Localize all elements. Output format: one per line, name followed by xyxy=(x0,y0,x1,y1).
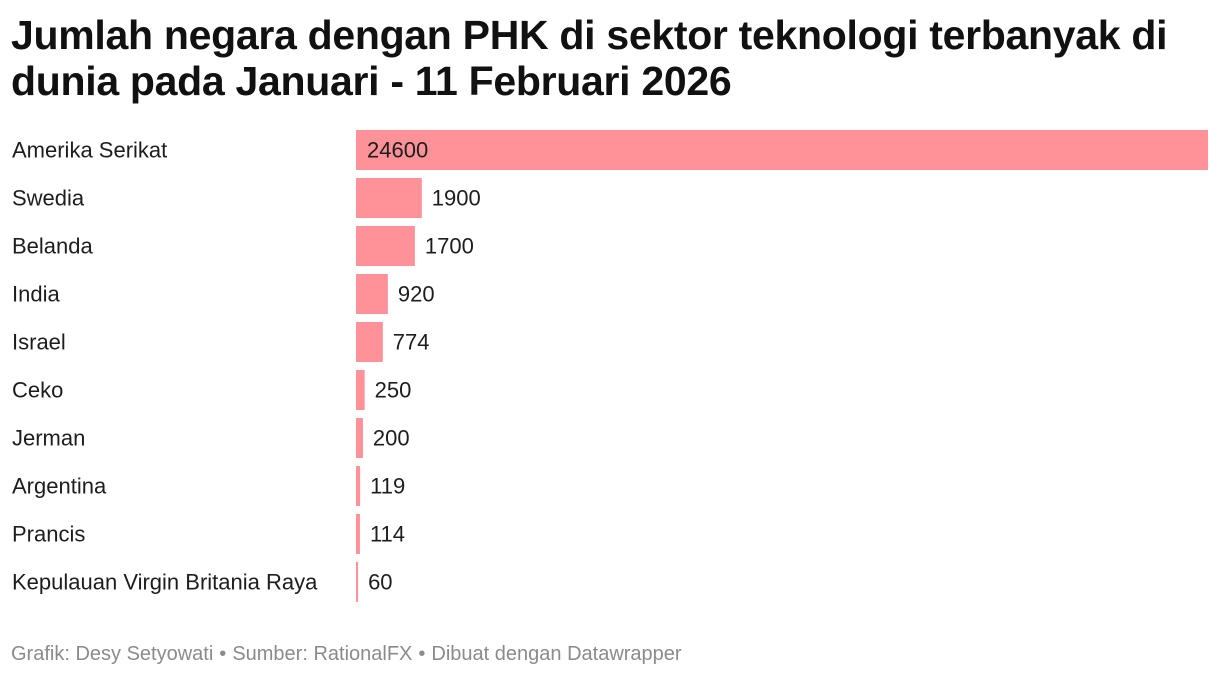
value-label: 119 xyxy=(370,474,405,499)
category-label: Belanda xyxy=(12,234,94,259)
footer-separator: • xyxy=(418,643,426,665)
category-label: Swedia xyxy=(12,186,85,211)
footer-source: Sumber: RationalFX xyxy=(232,643,413,665)
value-label: 24600 xyxy=(367,138,428,163)
value-label: 1900 xyxy=(432,186,481,211)
bar xyxy=(356,130,1208,170)
chart-title: Jumlah negara dengan PHK di sektor tekno… xyxy=(11,12,1168,104)
value-label: 60 xyxy=(368,570,392,595)
category-label: Israel xyxy=(12,330,66,355)
category-label: India xyxy=(12,282,60,307)
category-label: Prancis xyxy=(12,522,85,547)
bar xyxy=(356,466,361,506)
value-label: 114 xyxy=(370,522,405,547)
footer-separator: • xyxy=(219,643,227,665)
value-label: 250 xyxy=(375,378,412,403)
category-label: Amerika Serikat xyxy=(12,138,167,163)
value-label: 200 xyxy=(373,426,410,451)
bar xyxy=(356,370,365,410)
category-label: Argentina xyxy=(12,474,107,499)
bar xyxy=(356,322,383,362)
value-label: 1700 xyxy=(425,234,474,259)
value-label: 774 xyxy=(393,330,430,355)
bar xyxy=(356,562,359,602)
bar-chart: Amerika Serikat 24600 Swedia 1900 Belanda 170… xyxy=(12,130,1208,602)
footer-credit: Grafik: Desy Setyowati xyxy=(11,643,214,665)
chart-footer: Grafik: Desy Setyowati • Sumber: RationalF… xyxy=(11,643,682,666)
bar xyxy=(356,178,422,218)
bar xyxy=(356,418,363,458)
bar xyxy=(356,274,388,314)
value-label: 920 xyxy=(398,282,435,307)
bar xyxy=(356,514,360,554)
category-label: Ceko xyxy=(12,378,63,403)
category-label: Jerman xyxy=(12,426,85,451)
footer-made-with: Dibuat dengan Datawrapper xyxy=(431,643,682,665)
category-label: Kepulauan Virgin Britania Raya xyxy=(12,570,318,595)
bar xyxy=(356,226,415,266)
